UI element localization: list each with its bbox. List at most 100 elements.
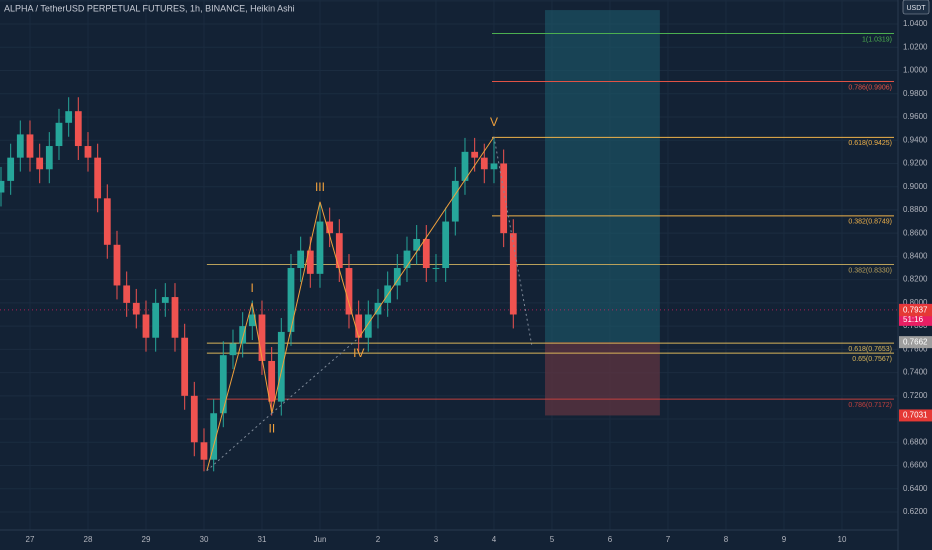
candle-body [239, 326, 247, 344]
fib-label: 0.618(0.9425) [848, 140, 892, 147]
candle-body [306, 250, 314, 274]
candle-body [123, 285, 131, 303]
x-tick-label: 27 [26, 535, 35, 544]
price-badge-label: 0.7937 [903, 305, 928, 314]
x-tick-label: 28 [84, 535, 93, 544]
candle-body [326, 221, 334, 234]
x-tick-label: 6 [608, 535, 613, 544]
candle-body [355, 314, 363, 338]
candle-body [461, 151, 469, 181]
candle-body [229, 343, 237, 356]
y-tick-label: 0.9000 [903, 182, 928, 191]
wave-label: II [269, 421, 276, 435]
x-tick-label: 7 [666, 535, 671, 544]
currency-label[interactable]: USDT [906, 5, 926, 12]
candle-body [345, 268, 353, 315]
y-tick-label: 0.8800 [903, 205, 928, 214]
candle-body [500, 163, 508, 234]
candle-body [509, 233, 517, 315]
y-tick-label: 0.7400 [903, 368, 928, 377]
price-badge-label: 0.7662 [903, 337, 928, 346]
y-tick-label: 0.8400 [903, 252, 928, 261]
candle-body [210, 413, 218, 460]
candle-body [171, 297, 179, 338]
y-tick-label: 0.8600 [903, 228, 928, 237]
candle-body [36, 157, 44, 170]
countdown: 51:16 [903, 315, 924, 324]
candle-body [432, 268, 440, 270]
candle-body [287, 268, 295, 332]
candle-body [490, 163, 498, 170]
candle-body [403, 250, 411, 269]
candle-body [113, 244, 121, 286]
y-tick-label: 0.6200 [903, 507, 928, 516]
candle-body [413, 238, 421, 251]
x-tick-label: 3 [434, 535, 439, 544]
y-tick-label: 1.0400 [903, 19, 928, 28]
candle-body [7, 157, 15, 181]
y-tick-label: 0.7200 [903, 391, 928, 400]
candle-body [248, 314, 256, 327]
y-tick-label: 0.6600 [903, 461, 928, 470]
y-tick-label: 0.9200 [903, 159, 928, 168]
price-badge [899, 336, 932, 349]
y-tick-label: 0.9600 [903, 112, 928, 121]
x-tick-label: 5 [550, 535, 555, 544]
wave-label: I [250, 281, 253, 295]
candle-body [65, 111, 73, 123]
price-badge-label: 0.7031 [903, 411, 928, 420]
candle-body [74, 111, 82, 147]
fib-label: 0.786(0.9906) [848, 84, 892, 91]
y-tick-label: 0.9800 [903, 89, 928, 98]
wave-dashed [493, 136, 533, 345]
candle-body [451, 180, 459, 222]
y-tick-label: 0.7600 [903, 344, 928, 353]
stop-zone [545, 342, 660, 416]
candle-body [442, 221, 450, 269]
x-tick-label: 2 [376, 535, 381, 544]
candle-body [258, 314, 266, 361]
candle-body [297, 250, 305, 269]
candle-body [364, 314, 372, 338]
candle-body [94, 157, 102, 199]
wave-label: V [490, 115, 498, 129]
plot: 1(1.0319) 0.786(0.9906) 0.618(0.9425) 0.382… [0, 10, 898, 472]
candle-body [0, 180, 5, 193]
candle-body [471, 151, 479, 158]
candle-body [200, 442, 208, 460]
y-tick-label: 0.8000 [903, 298, 928, 307]
candle-body [142, 314, 150, 338]
candle-body [181, 337, 189, 396]
x-tick-label: 30 [200, 535, 209, 544]
candle-body [219, 355, 227, 414]
chart-title: ALPHA / TetherUSD PERPETUAL FUTURES, 1h,… [4, 3, 295, 13]
candle-body [277, 331, 285, 402]
wave-label: IV [353, 346, 364, 360]
fib-label: 0.618(0.7653) [848, 346, 892, 353]
x-tick-label: 4 [492, 535, 497, 544]
candle-body [55, 122, 63, 147]
y-tick-label: 0.6800 [903, 437, 928, 446]
y-tick-label: 1.0200 [903, 42, 928, 51]
candle-body [480, 157, 488, 170]
y-tick-label: 0.8200 [903, 275, 928, 284]
x-tick-label: 9 [782, 535, 787, 544]
candle-body [152, 302, 160, 338]
fib-label: 0.65(0.7567) [852, 356, 892, 363]
candle-body [190, 395, 198, 443]
candle-body [132, 302, 140, 315]
candle-body [26, 134, 34, 158]
fib-label: 0.382(0.8749) [848, 219, 892, 226]
candle-body [16, 134, 24, 158]
price-badge [899, 409, 932, 422]
x-tick-label: 29 [142, 535, 151, 544]
price-badge [899, 304, 932, 317]
currency-box[interactable] [902, 0, 930, 15]
target-zone [545, 10, 660, 343]
candle-body [393, 268, 401, 286]
candle-body [161, 297, 169, 303]
candle-body [268, 360, 276, 402]
candle-body [84, 146, 92, 158]
wave-label: III [315, 180, 325, 194]
